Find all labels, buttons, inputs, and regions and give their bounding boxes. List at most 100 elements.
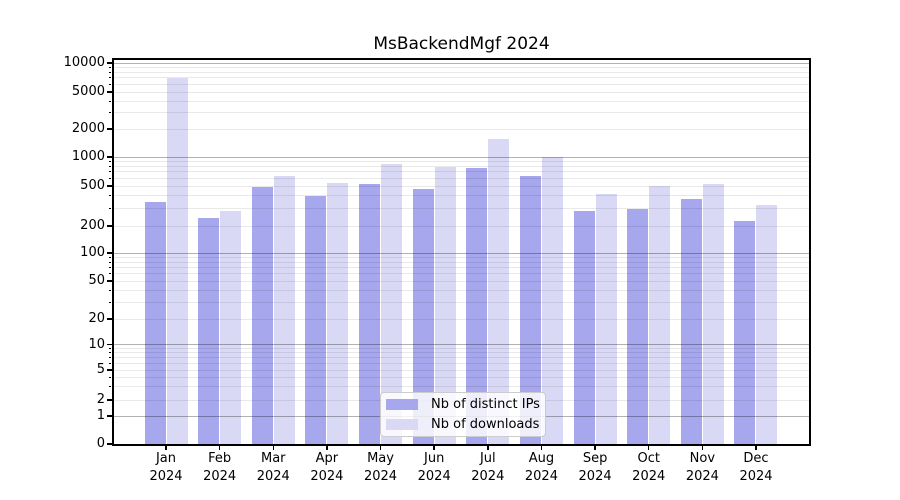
bar-jul-downloads <box>488 138 510 444</box>
y-gridline-minor <box>113 301 810 303</box>
y-tick <box>107 225 112 227</box>
x-tick-label: Sep 2024 <box>578 451 612 484</box>
y-minor-tick <box>108 165 111 167</box>
y-minor-tick <box>108 266 111 268</box>
y-gridline-minor <box>113 91 810 93</box>
bar-nov-distinct-ips <box>680 199 702 444</box>
y-gridline-minor <box>113 376 810 378</box>
y-minor-tick <box>108 256 111 258</box>
y-gridline-major <box>113 62 810 64</box>
y-minor-tick <box>108 100 111 102</box>
y-gridline-minor <box>113 171 810 173</box>
y-minor-tick <box>108 171 111 173</box>
y-minor-tick <box>108 301 111 303</box>
y-gridline-minor <box>113 100 810 102</box>
y-gridline-minor <box>113 273 810 275</box>
y-gridline-minor <box>113 185 810 187</box>
bar-apr-downloads <box>327 182 349 444</box>
x-tick-label: Mar 2024 <box>256 451 290 484</box>
legend-swatch-distinct-ips <box>386 399 418 411</box>
y-gridline-minor <box>113 352 810 354</box>
x-tick <box>165 446 167 450</box>
legend-row-distinct-ips: Nb of distinct IPs <box>386 397 545 412</box>
y-minor-tick <box>108 177 111 179</box>
y-minor-tick <box>108 261 111 263</box>
bar-jun-downloads <box>434 167 456 444</box>
x-tick-label: Dec 2024 <box>739 451 773 484</box>
bar-dec-distinct-ips <box>734 220 756 444</box>
y-minor-tick <box>108 352 111 354</box>
y-gridline-minor <box>113 71 810 73</box>
y-tick <box>107 252 112 254</box>
x-tick-label: Nov 2024 <box>685 451 719 484</box>
bar-mar-distinct-ips <box>251 186 273 444</box>
y-gridline-minor <box>113 83 810 85</box>
y-gridline-minor <box>113 256 810 258</box>
y-gridline-minor <box>113 225 810 227</box>
bar-apr-distinct-ips <box>305 196 327 444</box>
y-tick-label: 100 <box>80 245 105 260</box>
legend-label-distinct-ips: Nb of distinct IPs <box>431 397 540 413</box>
y-tick-label: 10 <box>88 336 105 352</box>
bar-may-downloads <box>381 164 403 444</box>
y-gridline-major <box>113 344 810 345</box>
bar-dec-downloads <box>756 205 778 444</box>
y-gridline-minor <box>113 347 810 349</box>
y-tick <box>107 128 112 130</box>
x-tick-label: Apr 2024 <box>310 451 344 484</box>
bar-feb-distinct-ips <box>198 218 220 444</box>
y-minor-tick <box>108 112 111 114</box>
bar-aug-distinct-ips <box>519 176 541 444</box>
y-minor-tick <box>108 83 111 85</box>
y-gridline-minor <box>113 369 810 371</box>
y-gridline-major <box>113 156 810 158</box>
y-minor-tick <box>108 347 111 349</box>
y-gridline-minor <box>113 207 810 209</box>
bar-jan-downloads <box>166 77 188 444</box>
y-tick-label: 500 <box>80 178 105 193</box>
x-tick <box>755 446 757 450</box>
bar-oct-downloads <box>649 186 671 444</box>
y-gridline-minor <box>113 280 810 282</box>
y-gridline-minor <box>113 165 810 167</box>
y-gridline-minor <box>113 66 810 68</box>
y-minor-tick <box>108 362 111 364</box>
y-tick-label: 0 <box>96 436 105 451</box>
bar-mar-downloads <box>273 176 295 444</box>
x-tick <box>647 446 650 450</box>
y-gridline-minor <box>113 77 810 79</box>
x-tick-label: Oct 2024 <box>632 451 666 484</box>
y-gridline-minor <box>113 266 810 268</box>
bar-sep-distinct-ips <box>573 210 595 444</box>
y-minor-tick <box>108 77 111 79</box>
y-tick <box>107 415 112 417</box>
y-minor-tick <box>108 357 111 359</box>
y-gridline-minor <box>113 195 810 197</box>
x-tick-label: Jul 2024 <box>471 451 505 484</box>
bar-jan-distinct-ips <box>144 202 166 444</box>
y-tick <box>107 280 112 282</box>
x-tick-label: Jun 2024 <box>417 451 451 484</box>
y-minor-tick <box>108 71 111 73</box>
y-gridline-minor <box>113 318 810 320</box>
y-tick <box>107 369 112 371</box>
y-gridline-minor <box>113 128 810 130</box>
bar-jun-distinct-ips <box>412 189 434 444</box>
bar-jul-distinct-ips <box>466 167 488 444</box>
y-gridline-minor <box>113 112 810 114</box>
bar-aug-downloads <box>541 157 563 444</box>
x-tick <box>433 446 435 450</box>
x-tick-label: Aug 2024 <box>524 451 558 484</box>
y-gridline-minor <box>113 261 810 263</box>
chart-title: MsBackendMgf 2024 <box>373 34 550 54</box>
legend-row-downloads: Nb of downloads <box>386 417 545 432</box>
y-gridline-minor <box>113 160 810 162</box>
legend-label-downloads: Nb of downloads <box>431 416 540 432</box>
y-minor-tick <box>108 273 111 275</box>
x-tick <box>594 446 596 450</box>
y-minor-tick <box>108 386 111 388</box>
y-gridline-minor <box>113 386 810 388</box>
y-tick-label: 200 <box>80 218 105 233</box>
y-minor-tick <box>108 376 111 378</box>
x-tick <box>701 446 704 450</box>
